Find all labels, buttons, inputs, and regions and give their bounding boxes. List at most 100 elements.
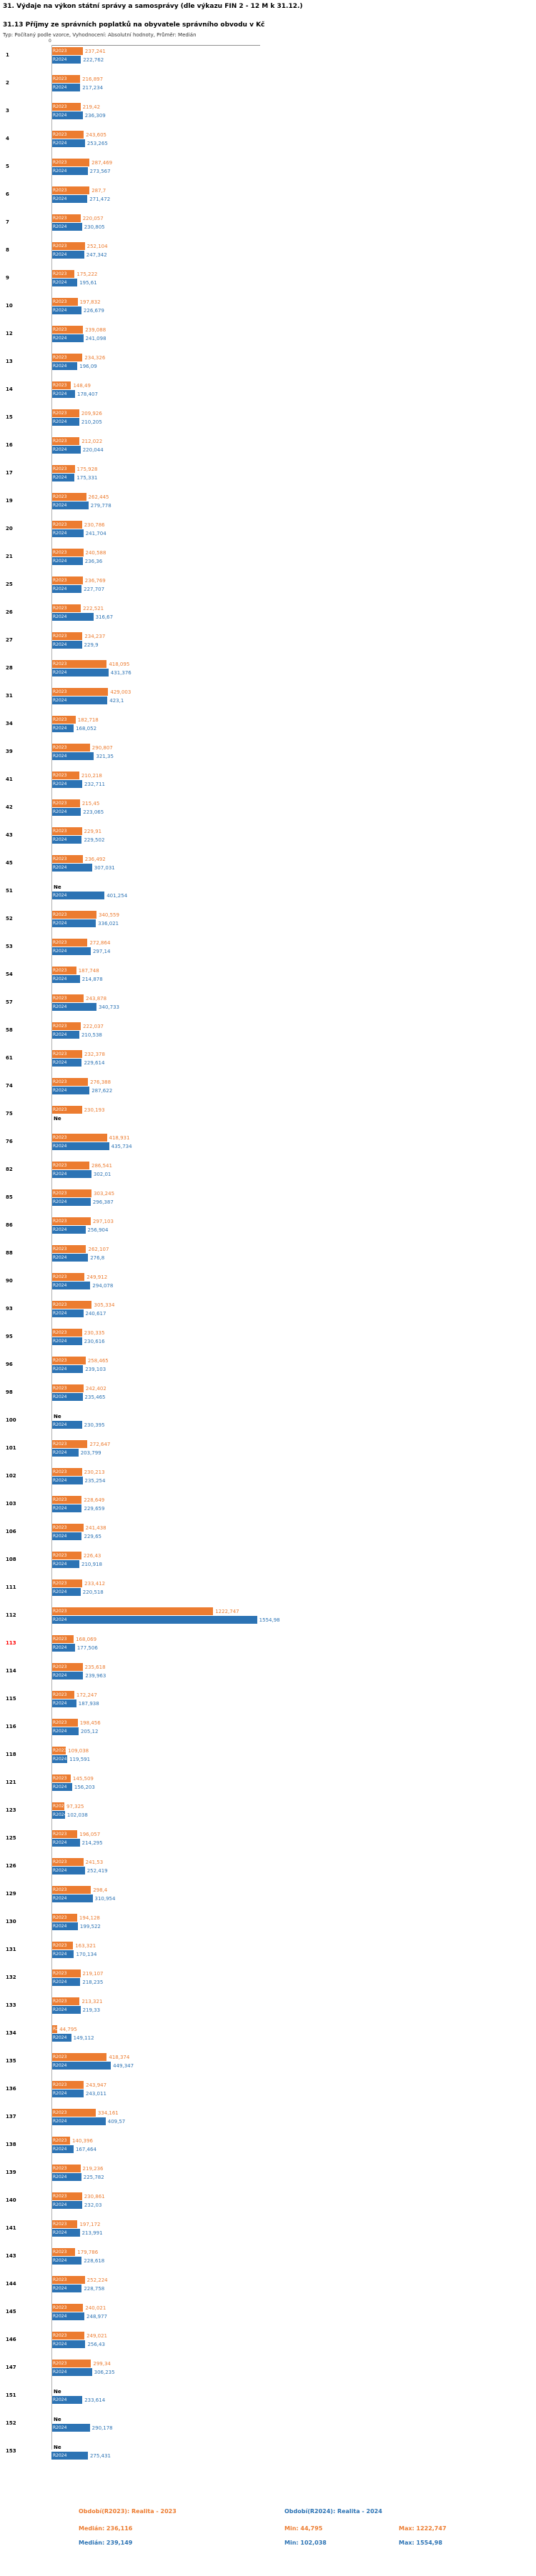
bar-line: R2024 230,805 <box>51 223 536 231</box>
row-label: 5 <box>6 164 9 169</box>
bar-r2023: R2023 <box>51 47 83 55</box>
series-label: R2023 <box>53 383 67 388</box>
row-bars: R2023 215,45 R2024 223,065 <box>51 799 536 816</box>
bar-value: 418,374 <box>109 2054 130 2060</box>
bar-r2024: R2024 <box>51 446 81 454</box>
row-label: 103 <box>6 1501 16 1507</box>
bar-value: 239,088 <box>85 326 106 333</box>
bar-value: 229,91 <box>84 828 102 834</box>
series-label: R2023 <box>53 1052 67 1057</box>
bar-value: 243,878 <box>86 995 107 1002</box>
series-label: R2024 <box>53 1896 67 1901</box>
row-label: 125 <box>6 1835 16 1841</box>
bar-r2023: R2023 <box>51 2192 82 2200</box>
bar-line: R2024 310,954 <box>51 1894 536 1902</box>
bar-line: R2023 418,374 <box>51 2053 536 2061</box>
bar-value: 449,347 <box>113 2062 134 2069</box>
row-label: 25 <box>6 581 13 587</box>
bar-r2023: R2023 <box>51 326 84 334</box>
series-label: R2023 <box>53 968 67 973</box>
bar-r2023: R2023 <box>51 632 83 640</box>
bar-line: R2024 431,376 <box>51 669 536 677</box>
row-label: 100 <box>6 1417 16 1423</box>
bar-r2024: R2024 <box>51 529 84 537</box>
row-label: 13 <box>6 359 13 364</box>
bar-value: 210,918 <box>81 1561 102 1567</box>
series-label: R2023 <box>53 49 67 54</box>
row-bars: R2023 299,34 R2024 306,235 <box>51 2360 536 2376</box>
chart-row: 75 R2023 230,193 Ne <box>0 1106 536 1122</box>
chart-note: Typ: Počítaný podle vzorce, Vyhodnocení:… <box>3 32 197 38</box>
bar-value: 297,14 <box>92 948 111 954</box>
bar-line: R2024 227,707 <box>51 585 536 593</box>
bar-line: R2023 240,588 <box>51 549 536 556</box>
bar-line: R2023 222,037 <box>51 1022 536 1030</box>
series-label: R2023 <box>53 1692 67 1697</box>
bar-line: R2024 340,733 <box>51 1003 536 1011</box>
series-label: R2024 <box>53 2314 67 2319</box>
bar-value: 287,7 <box>91 187 106 194</box>
row-bars: R2023 140,396 R2024 167,464 <box>51 2137 536 2153</box>
bar-r2023: R2023 <box>51 1663 83 1671</box>
bar-line: R2024 253,265 <box>51 139 536 147</box>
bar-r2024: R2024 <box>51 2034 71 2042</box>
bar-line: R2024 256,43 <box>51 2340 536 2348</box>
bar-value: 119,591 <box>69 1756 91 1762</box>
series-label: R2024 <box>53 1562 67 1567</box>
row-label: 26 <box>6 609 13 615</box>
bar-value: 168,069 <box>76 1636 97 1642</box>
row-bars: R2023 235,618 R2024 239,963 <box>51 1663 536 1679</box>
series-label: R2023 <box>53 1330 67 1335</box>
bar-value: 195,61 <box>79 279 97 286</box>
bar-value: 222,521 <box>83 605 104 611</box>
chart-row: 132 R2023 219,107 R2024 218,235 <box>0 1970 536 1986</box>
series-label: R2023 <box>53 1637 67 1642</box>
chart-row: 114 R2023 235,618 R2024 239,963 <box>0 1663 536 1679</box>
row-bars: R2023 219,107 R2024 218,235 <box>51 1970 536 1986</box>
row-label: 53 <box>6 944 13 949</box>
row-label: 114 <box>6 1668 16 1674</box>
bar-r2024: R2024 <box>51 2340 86 2348</box>
series-label: R2024 <box>53 2147 67 2152</box>
bar-value: 249,021 <box>86 2332 108 2339</box>
bar-r2024: R2024 <box>51 2368 92 2376</box>
bar-line: R2024 236,36 <box>51 557 536 565</box>
bar-value: 219,33 <box>82 2007 101 2013</box>
bar-r2023: R2023 <box>51 1496 82 1504</box>
bar-value: 216,897 <box>82 76 104 82</box>
chart-row: 134 R202344,795 R2024 149,112 <box>0 2025 536 2042</box>
bar-line: R2023 226,43 <box>51 1552 536 1559</box>
bar-r2023: R2023 <box>51 2081 84 2089</box>
bar-r2023: R2023 <box>51 688 109 696</box>
series-label: R2024 <box>53 252 67 257</box>
bar-line: R2023 252,104 <box>51 242 536 250</box>
bar-line: R2024 228,758 <box>51 2285 536 2292</box>
bar-line: R2023 229,91 <box>51 827 536 835</box>
series-label: R2023 <box>53 104 67 109</box>
row-bars: R2023 175,928 R2024 175,331 <box>51 465 536 481</box>
row-bars: Ne R2024 401,254 <box>51 883 536 899</box>
bar-line: R2023 299,34 <box>51 2360 536 2367</box>
bar-value: 276,8 <box>90 1254 105 1261</box>
bar-r2023: R2023 <box>51 381 71 389</box>
chart-row: 5 R2023 287,469 R2024 273,567 <box>0 159 536 175</box>
bar-value: 97,325 <box>66 1803 84 1809</box>
chart-row: 86 R2023 297,103 R2024 256,904 <box>0 1217 536 1234</box>
chart-row: 103 R2023 228,649 R2024 229,659 <box>0 1496 536 1512</box>
bar-value: 226,43 <box>83 1552 101 1559</box>
series-label: R2024 <box>53 1589 67 1594</box>
series-label: R2023 <box>53 2027 58 2032</box>
series-label: R2024 <box>53 2286 67 2291</box>
series-label: R2023 <box>53 327 67 332</box>
bar-value: 218,235 <box>82 1979 104 1985</box>
bar-r2024: R2024 <box>51 780 83 788</box>
series-label: R2024 <box>53 141 67 146</box>
bar-line: R2024 226,679 <box>51 306 536 314</box>
bar-value: 256,43 <box>87 2341 105 2347</box>
row-bars: R2023 243,605 R2024 253,265 <box>51 131 536 147</box>
row-bars: R2023 213,321 R2024 219,33 <box>51 1997 536 2014</box>
bar-value: 225,782 <box>83 2174 104 2180</box>
bar-line: R2024 214,295 <box>51 1839 536 1847</box>
series-label: R2024 <box>53 1283 67 1288</box>
series-label: R2024 <box>53 447 67 452</box>
